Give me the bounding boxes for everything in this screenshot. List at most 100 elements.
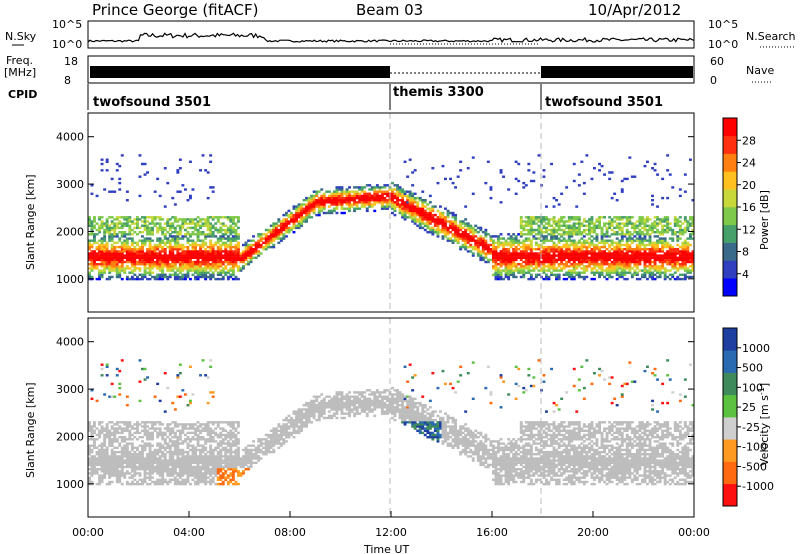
power-cell xyxy=(287,213,291,217)
power-cell xyxy=(317,209,321,213)
velocity-cell xyxy=(184,423,187,426)
power-cell xyxy=(146,260,149,264)
power-cell xyxy=(686,226,690,230)
power-cell xyxy=(666,154,670,157)
velocity-cell xyxy=(178,431,182,435)
power-cell xyxy=(211,273,215,276)
power-cell xyxy=(95,263,99,266)
power-cell xyxy=(133,241,137,244)
power-cell xyxy=(219,258,223,262)
power-cell xyxy=(327,201,331,204)
power-cell xyxy=(141,252,144,255)
power-cell xyxy=(105,258,109,262)
power-cell xyxy=(355,194,359,198)
power-cell xyxy=(138,239,142,242)
power-cell xyxy=(628,245,632,249)
power-cell xyxy=(105,265,109,268)
power-cell xyxy=(151,252,154,255)
power-cell xyxy=(194,260,197,264)
power-cell xyxy=(279,231,283,234)
power-cell xyxy=(565,248,569,251)
power-cell xyxy=(575,265,579,268)
power-cell xyxy=(608,252,612,255)
velocity-cell xyxy=(125,404,129,407)
power-cell xyxy=(360,188,364,191)
power-cell xyxy=(176,250,180,253)
velocity-cell xyxy=(115,438,119,441)
power-cell xyxy=(582,254,586,257)
power-cell xyxy=(181,263,185,266)
velocity-cell xyxy=(151,425,154,428)
power-cell xyxy=(439,205,442,208)
velocity-cell xyxy=(95,433,99,437)
power-cell xyxy=(689,252,692,255)
power-cell xyxy=(166,263,170,266)
power-cell xyxy=(542,267,546,270)
power-cell xyxy=(441,222,445,225)
power-cell xyxy=(494,265,498,268)
power-cell xyxy=(608,171,612,174)
power-cell xyxy=(686,250,690,253)
velocity-cell xyxy=(166,436,170,439)
velocity-cell xyxy=(128,461,132,464)
power-cell xyxy=(214,269,218,272)
power-cell xyxy=(562,256,566,259)
power-cell xyxy=(524,256,528,259)
power-cell xyxy=(307,211,311,215)
power-cell xyxy=(519,269,523,272)
power-cell xyxy=(550,162,553,166)
power-cell xyxy=(562,233,566,236)
power-cell xyxy=(512,263,516,266)
power-cell xyxy=(590,263,594,266)
velocity-cell xyxy=(176,455,180,458)
power-cell xyxy=(421,211,425,215)
power-cell xyxy=(98,228,101,232)
power-cell xyxy=(603,233,606,236)
power-cell xyxy=(138,277,142,281)
power-cell xyxy=(484,241,488,244)
power-cell xyxy=(625,239,629,242)
power-cell xyxy=(423,216,427,219)
power-cell xyxy=(125,265,129,268)
velocity-cell xyxy=(171,453,175,456)
power-cell xyxy=(146,237,149,240)
power-cell xyxy=(585,267,589,270)
power-cell xyxy=(148,243,152,247)
power-cell xyxy=(108,239,112,242)
power-cell xyxy=(368,201,372,204)
power-cell xyxy=(244,241,248,244)
power-cell xyxy=(600,226,604,230)
velocity-cell xyxy=(186,423,190,426)
velocity-cell xyxy=(163,446,167,449)
power-cell xyxy=(671,273,675,276)
power-cell xyxy=(234,243,238,247)
power-cell xyxy=(588,252,591,255)
power-cell xyxy=(666,216,670,219)
power-cell xyxy=(555,231,558,234)
power-cell xyxy=(635,273,639,276)
power-cell xyxy=(613,220,617,223)
power-cell xyxy=(322,194,326,198)
power-cell xyxy=(552,260,556,264)
power-cell xyxy=(618,265,622,268)
velocity-cell xyxy=(118,459,122,462)
velocity-cell xyxy=(153,470,157,473)
power-cell xyxy=(646,228,649,232)
power-cell xyxy=(211,252,215,255)
velocity-cell xyxy=(118,382,122,386)
power-cell xyxy=(646,260,649,264)
power-cell xyxy=(663,252,667,255)
power-cell xyxy=(146,271,149,274)
power-cell xyxy=(130,220,134,223)
power-cell xyxy=(537,228,541,232)
power-cell xyxy=(393,196,397,200)
power-cell xyxy=(620,275,624,279)
power-cell xyxy=(436,226,440,230)
power-cell xyxy=(307,216,311,219)
power-cell xyxy=(103,235,107,238)
power-cell xyxy=(623,248,627,251)
power-cell xyxy=(130,271,134,274)
power-cell xyxy=(199,263,202,266)
power-cell xyxy=(199,265,202,268)
velocity-cell xyxy=(115,476,119,479)
